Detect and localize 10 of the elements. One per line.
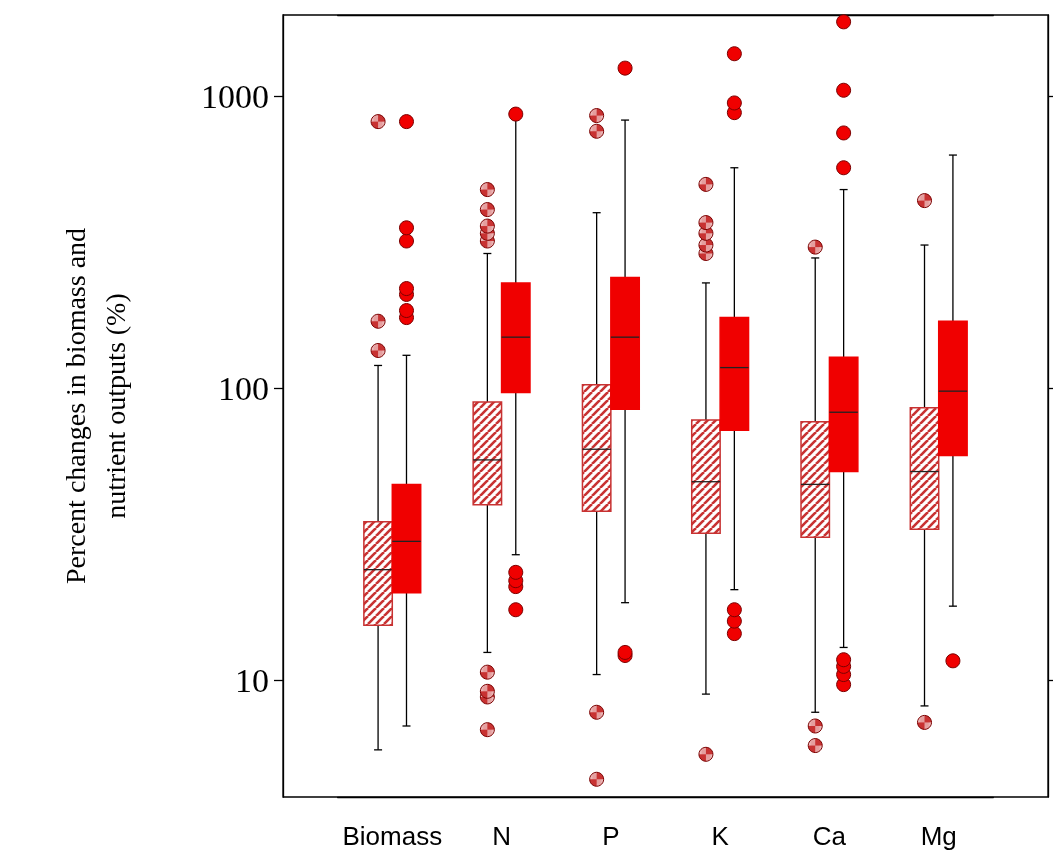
y-tick-label: 10 (235, 662, 269, 700)
x-tick-label: Mg (920, 821, 957, 851)
x-tick-label: P (602, 821, 620, 851)
x-tick-label: K (711, 821, 730, 851)
x-tick-label: Ca (812, 821, 847, 851)
y-tick-label: 100 (218, 370, 269, 408)
y-axis-title: Percent changes in biomass and nutrient outputs (%) (59, 227, 131, 585)
y-tick-label: 1000 (201, 77, 269, 115)
x-tick-label: N (492, 821, 511, 851)
x-tick-label: Biomass (342, 821, 443, 851)
